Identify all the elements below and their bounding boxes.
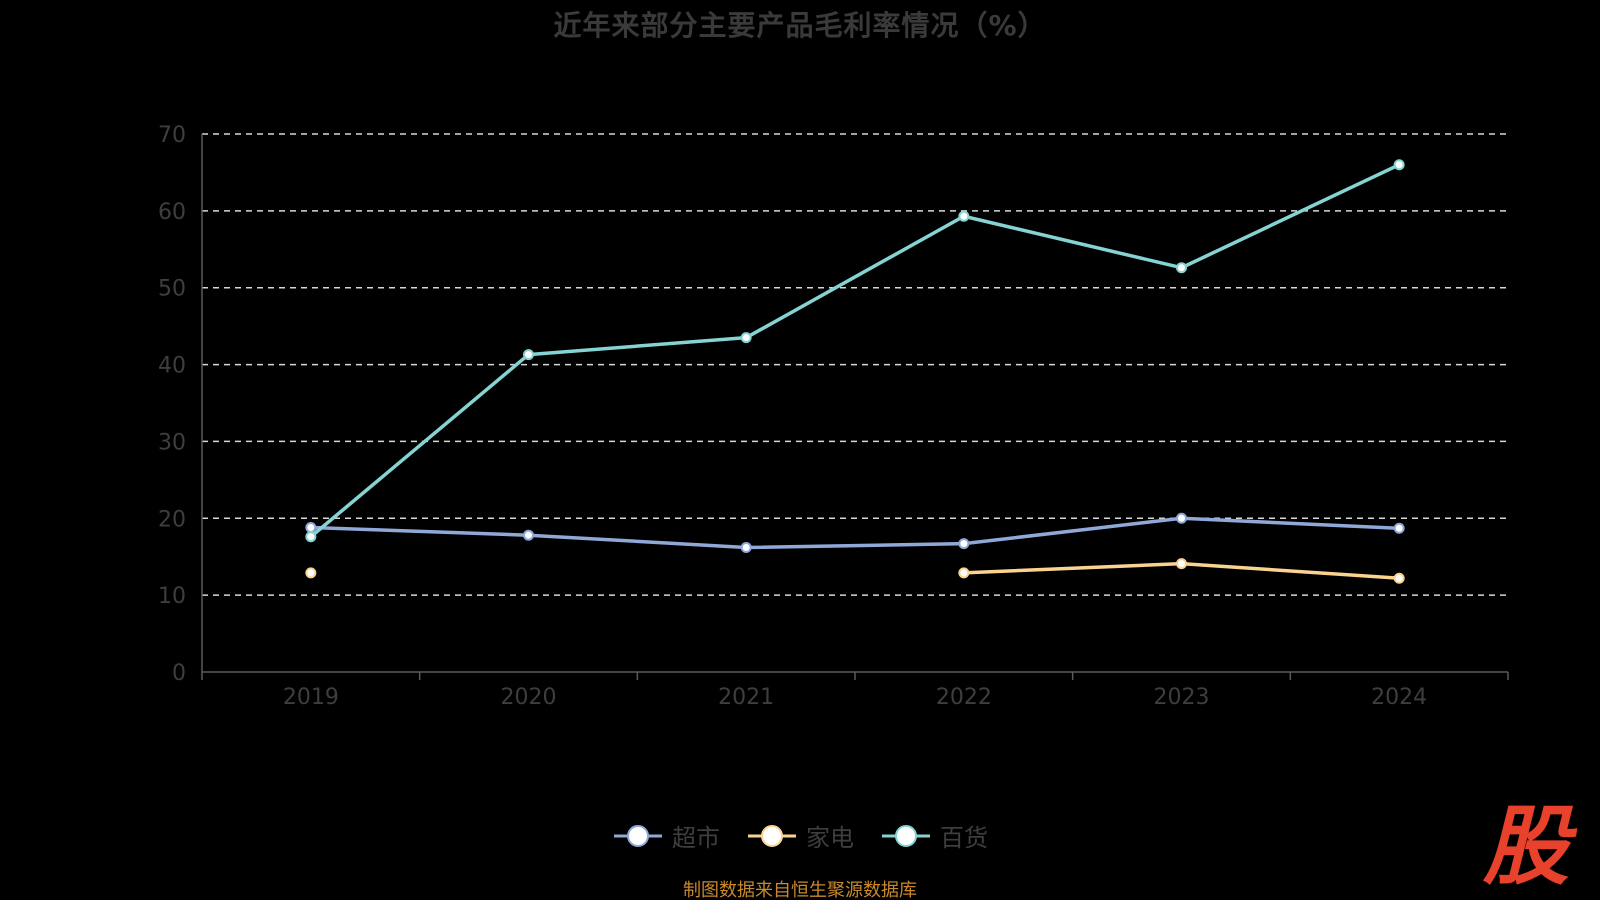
series-line bbox=[309, 163, 1400, 539]
y-tick-label: 30 bbox=[158, 430, 186, 455]
data-point bbox=[740, 541, 752, 553]
y-tick-label: 0 bbox=[172, 661, 186, 686]
x-tick-label: 2024 bbox=[1371, 685, 1427, 710]
data-point bbox=[305, 567, 317, 579]
legend-item[interactable]: 超市 bbox=[612, 818, 720, 853]
data-point bbox=[305, 531, 317, 543]
data-source-note: 制图数据来自恒生聚源数据库 bbox=[683, 880, 917, 900]
legend-label: 百货 bbox=[940, 824, 988, 852]
x-tick-label: 2020 bbox=[501, 685, 557, 710]
x-tick-label: 2021 bbox=[718, 685, 774, 710]
data-point bbox=[958, 210, 970, 222]
data-point bbox=[1176, 262, 1187, 274]
data-point bbox=[1393, 522, 1405, 534]
y-tick-label: 40 bbox=[158, 354, 186, 379]
legend-label: 超市 bbox=[672, 824, 720, 852]
data-point bbox=[523, 529, 534, 541]
series-line bbox=[310, 516, 1400, 550]
legend-item[interactable]: 家电 bbox=[746, 818, 854, 853]
data-point bbox=[305, 522, 317, 534]
data-point bbox=[1393, 159, 1405, 171]
x-tick-label: 2022 bbox=[936, 685, 992, 710]
data-point bbox=[958, 567, 970, 579]
x-tick-label: 2019 bbox=[283, 685, 339, 710]
y-tick-label: 10 bbox=[158, 584, 186, 609]
data-point bbox=[740, 332, 752, 344]
legend-marker-icon bbox=[748, 824, 796, 847]
legend-item[interactable]: 百货 bbox=[880, 818, 988, 853]
chart-title: 近年来部分主要产品毛利率情况（%） bbox=[553, 9, 1047, 42]
watermark-glyph: 股 bbox=[1482, 804, 1578, 886]
stock-logo-watermark: 股 bbox=[1482, 804, 1578, 886]
x-tick-label: 2023 bbox=[1154, 685, 1210, 710]
data-point bbox=[523, 349, 534, 361]
data-point bbox=[1393, 572, 1405, 584]
y-tick-label: 60 bbox=[158, 200, 186, 225]
chart-legend: 超市 家电 百货 bbox=[0, 818, 1600, 853]
legend-label: 家电 bbox=[806, 824, 854, 852]
data-point bbox=[1176, 558, 1187, 570]
data-point bbox=[958, 538, 970, 550]
y-tick-label: 70 bbox=[158, 123, 186, 148]
y-tick-label: 50 bbox=[158, 277, 186, 302]
data-point bbox=[1176, 512, 1187, 524]
legend-marker-icon bbox=[614, 824, 662, 847]
y-tick-label: 20 bbox=[158, 507, 186, 532]
legend-marker-icon bbox=[882, 824, 930, 847]
